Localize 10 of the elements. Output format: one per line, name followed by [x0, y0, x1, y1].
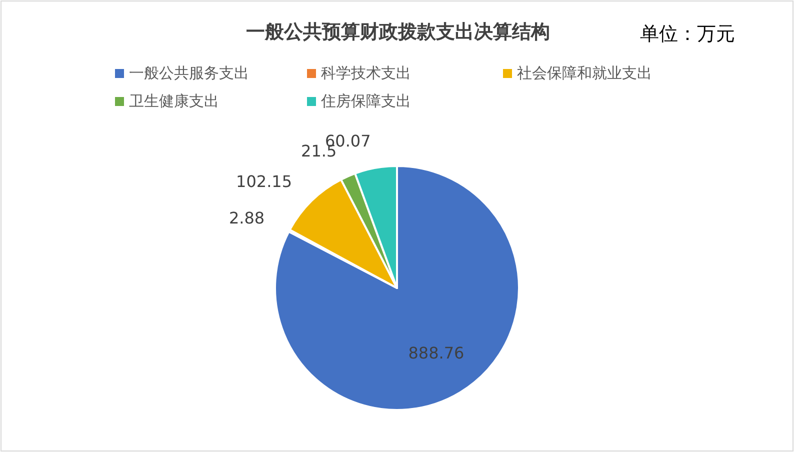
legend-label: 一般公共服务支出: [129, 64, 249, 82]
data-label: 102.15: [236, 172, 292, 191]
text: 单位：万元: [640, 23, 735, 45]
chart-title: 一般公共预算财政拨款支出决算结构: [246, 21, 550, 43]
data-label: 888.76: [408, 344, 464, 363]
data-label: 2.88: [228, 208, 265, 228]
legend-label: 住房保障支出: [320, 92, 411, 110]
legend-label: 社会保障和就业支出: [517, 64, 652, 82]
legend-label: 卫生健康支出: [129, 92, 219, 110]
legend-label: 科学技术支出: [321, 64, 411, 82]
